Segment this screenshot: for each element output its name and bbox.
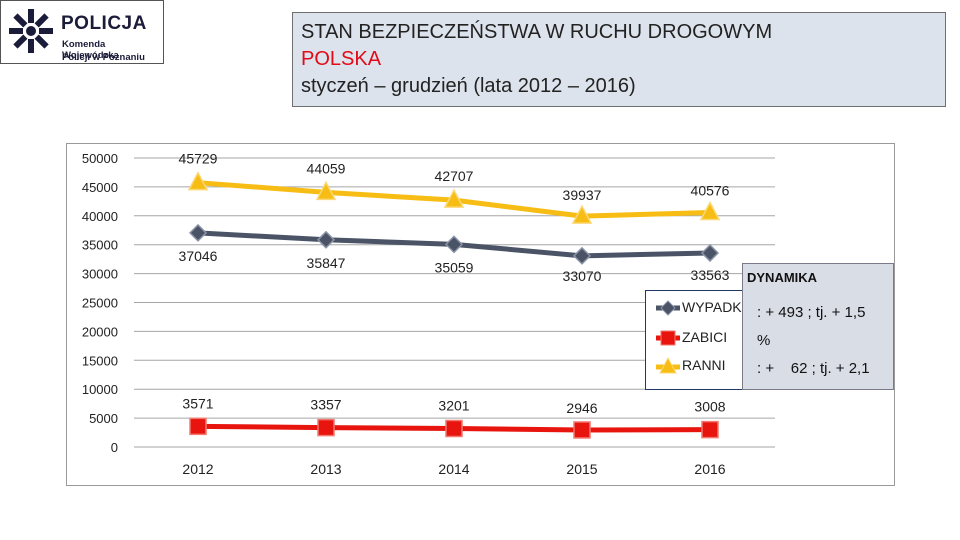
data-point-ranni [699,200,721,221]
data-point-wypadki [316,230,336,249]
y-tick-label: 45000 [82,180,118,195]
data-label-wypadki: 35059 [435,259,474,275]
square-marker-icon [656,330,680,346]
dynamics-box: DYNAMIKA : + 493 ; tj. + 1,5 % : + 62 ; … [742,263,894,390]
legend-label-wypadki: WYPADKI [682,299,746,315]
data-point-zabici [573,421,591,439]
legend-label-ranni: RANNI [682,357,726,373]
data-point-wypadki [572,246,592,265]
data-label-ranni: 39937 [563,187,602,203]
data-label-wypadki: 35847 [307,255,346,271]
x-tick-label: 2015 [566,461,597,477]
data-point-wypadki [444,235,464,254]
legend-label-zabici: ZABICI [682,329,728,345]
title-line3: styczeń – grudzień (lata 2012 – 2016) [301,75,636,97]
x-tick-label: 2014 [438,461,469,477]
x-tick-label: 2012 [182,461,213,477]
data-label-ranni: 44059 [307,160,346,176]
y-tick-label: 10000 [82,382,118,397]
data-label-wypadki: 37046 [179,248,218,264]
data-point-zabici [189,417,207,436]
y-tick-label: 15000 [82,353,118,368]
data-label-wypadki: 33563 [691,267,730,283]
data-point-wypadki [188,223,208,242]
slide-title-box: STAN BEZPIECZEŃSTWA W RUCHU DROGOWYM POL… [292,12,946,107]
diamond-marker-icon [656,300,680,316]
x-tick-label: 2016 [694,461,725,477]
y-tick-label: 20000 [82,324,118,339]
police-logo: POLICJA Komenda Wojewódzka Policji w Poz… [0,0,164,64]
data-label-wypadki: 33070 [563,268,602,284]
title-line1: STAN BEZPIECZEŃSTWA W RUCHU DROGOWYM [301,21,773,43]
dynamics-line-ranni: : + 62 ; tj. + 2,1 [757,360,870,377]
data-point-ranni [315,180,337,201]
data-label-zabici: 3008 [694,399,725,415]
triangle-marker-icon [656,356,680,374]
data-label-zabici: 3357 [310,397,341,413]
dynamics-line-wypadki: : + 493 ; tj. + 1,5 [757,304,866,321]
police-star-icon [9,9,53,53]
dynamics-title: DYNAMIKA [747,270,818,285]
data-label-ranni: 45729 [179,151,218,167]
y-tick-label: 30000 [82,267,118,282]
data-point-zabici [701,420,719,439]
x-tick-label: 2013 [310,461,341,477]
y-tick-label: 25000 [82,296,118,311]
data-point-ranni [571,204,593,224]
y-tick-label: 50000 [82,151,118,166]
data-point-ranni [187,171,209,191]
data-label-zabici: 3571 [182,395,213,411]
y-tick-label: 5000 [89,411,118,426]
title-line2: POLSKA [301,48,382,70]
data-label-ranni: 42707 [435,168,474,184]
data-point-wypadki [700,243,720,263]
logo-line2: Policji w Poznaniu [62,52,145,63]
dynamics-line-percent: % [757,332,771,349]
data-point-zabici [445,419,463,438]
data-label-zabici: 3201 [438,397,469,413]
logo-name: POLICJA [61,13,147,34]
data-point-zabici [317,418,335,437]
y-tick-label: 40000 [82,209,118,224]
y-tick-label: 35000 [82,238,118,253]
legend-item-ranni: RANNI [656,355,756,379]
data-label-ranni: 40576 [691,182,730,198]
data-label-zabici: 2946 [566,400,597,416]
legend-item-zabici: ZABICI [656,327,756,351]
data-point-ranni [443,188,465,208]
y-tick-label: 0 [111,440,118,455]
legend-item-wypadki: WYPADKI [656,297,756,321]
logo-line1: Komenda Wojewódzka [62,39,119,61]
